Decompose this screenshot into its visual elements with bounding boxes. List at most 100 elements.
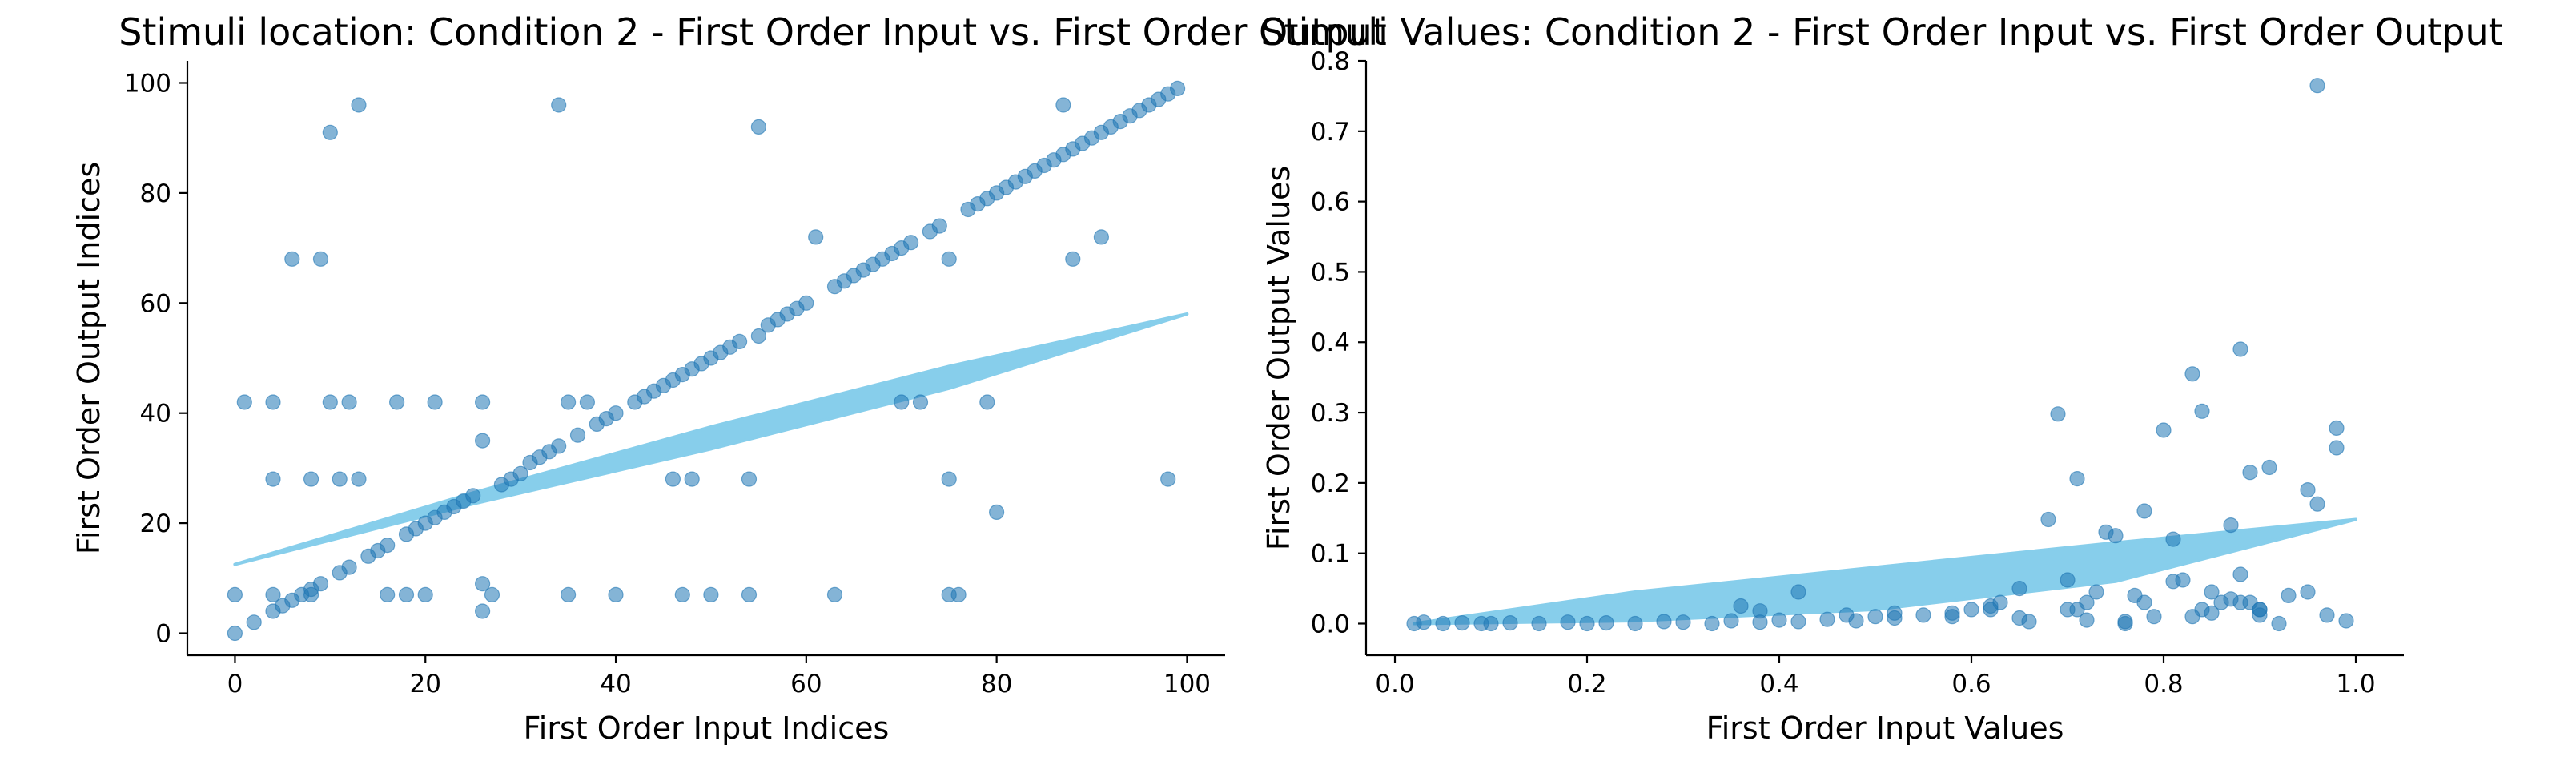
scatter-point bbox=[474, 433, 491, 449]
scatter-point bbox=[665, 471, 681, 487]
y-tick-label: 0.1 bbox=[1311, 540, 1350, 569]
scatter-point bbox=[941, 251, 957, 267]
scatter-point bbox=[1983, 602, 1999, 618]
scatter-point bbox=[380, 586, 396, 603]
y-tick-label: 0.0 bbox=[1311, 610, 1350, 638]
scatter-point bbox=[1839, 607, 1855, 623]
x-tick-label: 0 bbox=[227, 670, 243, 699]
scatter-point bbox=[569, 427, 586, 443]
scatter-point bbox=[465, 488, 481, 504]
scatter-point bbox=[322, 394, 338, 410]
axes: 0 20 40 60 80 100 0 20 40 60 80 100 bbox=[124, 61, 1225, 699]
scatter-point bbox=[931, 218, 947, 234]
scatter-point bbox=[474, 603, 491, 619]
scatter-point bbox=[988, 504, 1005, 521]
x-tick-label: 0.8 bbox=[2144, 670, 2183, 699]
scatter-point bbox=[2069, 470, 2085, 487]
scatter-point bbox=[560, 394, 577, 410]
scatter-point bbox=[2088, 584, 2104, 600]
x-tick-label: 1.0 bbox=[2336, 670, 2375, 699]
scatter-point bbox=[474, 576, 491, 592]
scatter-point bbox=[312, 251, 329, 267]
scatter-point bbox=[1579, 615, 1595, 632]
scatter-point bbox=[2011, 610, 2027, 626]
scatter-point bbox=[2040, 511, 2056, 528]
scatter-point bbox=[2194, 602, 2210, 618]
scatter-point bbox=[2300, 584, 2316, 600]
scatter-point bbox=[2060, 572, 2076, 588]
scatter-point bbox=[1560, 614, 1576, 630]
scatter-point bbox=[551, 438, 567, 454]
scatter-point bbox=[2338, 613, 2354, 629]
scatter-point bbox=[2242, 465, 2258, 481]
scatter-points bbox=[227, 80, 1186, 642]
x-axis-label: First Order Input Values bbox=[1706, 711, 2064, 746]
scatter-point bbox=[2223, 517, 2239, 534]
scatter-point bbox=[351, 471, 367, 487]
scatter-point bbox=[2136, 594, 2152, 610]
scatter-point bbox=[1093, 229, 1110, 245]
scatter-point bbox=[1065, 251, 1081, 267]
scatter-point bbox=[1627, 615, 1643, 632]
scatter-point bbox=[417, 586, 433, 603]
scatter-point bbox=[2165, 574, 2181, 590]
scatter-point bbox=[1963, 602, 1979, 618]
scatter-point bbox=[2079, 612, 2095, 628]
scatter-point bbox=[2194, 403, 2210, 419]
scatter-point bbox=[341, 559, 357, 575]
scatter-point bbox=[1675, 614, 1691, 630]
scatter-point bbox=[265, 471, 281, 487]
scatter-point bbox=[303, 471, 319, 487]
scatter-point bbox=[474, 394, 491, 410]
scatter-point bbox=[1502, 614, 1518, 631]
scatter-point bbox=[1483, 615, 1499, 632]
x-tick-label: 0.0 bbox=[1375, 670, 1414, 699]
x-tick-label: 40 bbox=[600, 670, 631, 699]
y-tick-label: 0.8 bbox=[1311, 47, 1350, 76]
y-tick-label: 100 bbox=[124, 69, 171, 98]
scatter-point bbox=[551, 97, 567, 113]
y-tick-label: 0 bbox=[155, 620, 171, 649]
scatter-point bbox=[902, 235, 919, 251]
scatter-point bbox=[1887, 605, 1903, 621]
scatter-point bbox=[1656, 614, 1672, 630]
y-tick-label: 20 bbox=[140, 509, 171, 538]
scatter-point bbox=[1531, 615, 1547, 632]
scatter-point bbox=[950, 586, 967, 603]
scatter-point bbox=[389, 394, 405, 410]
x-tick-label: 0.2 bbox=[1567, 670, 1606, 699]
scatter-point bbox=[332, 471, 348, 487]
scatter-point bbox=[1790, 614, 1806, 630]
scatter-point bbox=[2069, 602, 2085, 618]
x-axis-label: First Order Input Indices bbox=[524, 711, 890, 746]
y-tick-label: 0.4 bbox=[1311, 328, 1350, 357]
chart-title: Stimuli location: Condition 2 - First Or… bbox=[119, 10, 1387, 54]
y-tick-label: 60 bbox=[140, 289, 171, 318]
scatter-point bbox=[1723, 613, 1739, 629]
scatter-point bbox=[941, 471, 957, 487]
scatter-point bbox=[608, 586, 624, 603]
scatter-point bbox=[684, 471, 700, 487]
scatter-point bbox=[2329, 440, 2345, 456]
panel-stimuli-values: Stimuli Values: Condition 2 - First Orde… bbox=[1260, 10, 2502, 746]
scatter-point bbox=[894, 394, 910, 410]
scatter-point bbox=[750, 328, 767, 344]
scatter-point bbox=[2117, 615, 2133, 632]
x-tick-label: 80 bbox=[981, 670, 1012, 699]
scatter-point bbox=[2146, 609, 2162, 625]
scatter-point bbox=[265, 394, 281, 410]
y-tick-label: 0.5 bbox=[1311, 258, 1350, 287]
chart-title: Stimuli Values: Condition 2 - First Orde… bbox=[1260, 10, 2502, 54]
scatter-point bbox=[2309, 496, 2325, 512]
scatter-point bbox=[341, 394, 357, 410]
scatter-point bbox=[2108, 528, 2124, 544]
scatter-point bbox=[2050, 406, 2066, 422]
scatter-point bbox=[227, 586, 243, 603]
scatter-point bbox=[2204, 584, 2220, 600]
scatter-points bbox=[1406, 78, 2354, 632]
scatter-point bbox=[1435, 615, 1451, 632]
scatter-point bbox=[2136, 503, 2152, 519]
scatter-point bbox=[2261, 459, 2277, 476]
panel-stimuli-location: Stimuli location: Condition 2 - First Or… bbox=[71, 10, 1387, 746]
